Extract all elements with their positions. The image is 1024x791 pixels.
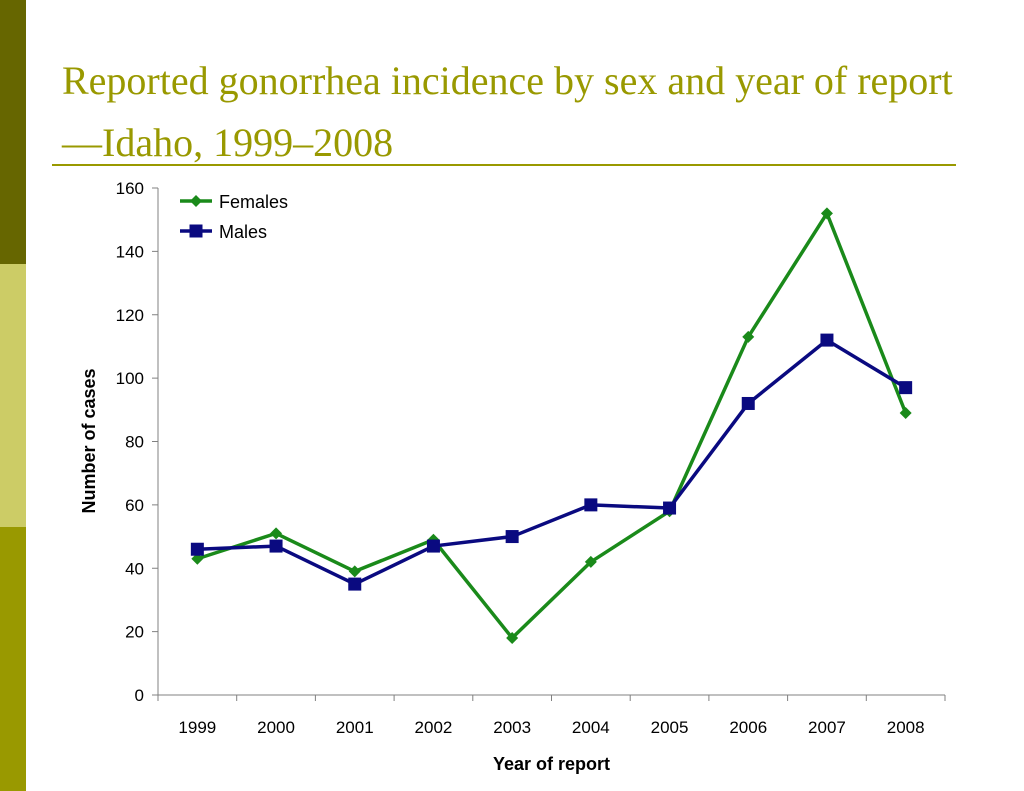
y-tick-label: 140: [116, 242, 144, 261]
females-data-point: [348, 565, 361, 578]
sidebar-band-dark: [0, 0, 26, 264]
males-data-point: [584, 498, 598, 512]
y-tick-label: 60: [125, 496, 144, 515]
females-data-point: [270, 527, 283, 540]
males-data-point: [190, 542, 204, 556]
y-tick-label: 160: [116, 179, 144, 198]
x-tick-label: 2004: [572, 718, 610, 737]
y-axis-title: Number of cases: [79, 368, 99, 513]
y-tick-label: 20: [125, 623, 144, 642]
females-data-point: [820, 207, 833, 220]
y-tick-label: 100: [116, 369, 144, 388]
females-data-point: [899, 406, 912, 419]
x-tick-label: 2006: [729, 718, 767, 737]
males-data-point: [899, 381, 913, 395]
x-tick-label: 2001: [336, 718, 374, 737]
sidebar-band-light: [0, 264, 26, 527]
x-tick-label: 2003: [493, 718, 531, 737]
y-tick-label: 0: [135, 686, 144, 705]
sidebar-band-mid: [0, 527, 26, 791]
females-data-point: [191, 552, 204, 565]
x-tick-label: 2008: [887, 718, 925, 737]
males-data-point: [269, 539, 283, 553]
males-data-point: [663, 501, 677, 515]
x-tick-label: 2007: [808, 718, 846, 737]
x-tick-label: 2002: [415, 718, 453, 737]
females-data-point: [742, 330, 755, 343]
males-legend-label: Males: [219, 222, 267, 242]
males-data-point: [348, 577, 362, 591]
x-tick-label: 1999: [178, 718, 216, 737]
slide-title: Reported gonorrhea incidence by sex and …: [62, 58, 953, 165]
sidebar-accent: [0, 0, 26, 791]
x-tick-label: 2000: [257, 718, 295, 737]
males-data-point: [426, 539, 440, 553]
males-data-point: [505, 530, 519, 544]
y-tick-label: 120: [116, 306, 144, 325]
males-data-point: [820, 333, 834, 347]
females-data-point: [584, 555, 597, 568]
females-legend-marker: [190, 195, 202, 207]
males-data-point: [741, 396, 755, 410]
x-tick-label: 2005: [651, 718, 689, 737]
males-series-line: [197, 338, 907, 586]
x-axis-title: Year of report: [493, 754, 610, 774]
y-tick-label: 80: [125, 433, 144, 452]
females-legend-label: Females: [219, 192, 288, 212]
males-legend-marker: [189, 224, 203, 238]
title-divider: [52, 164, 956, 166]
y-tick-label: 40: [125, 559, 144, 578]
females-data-point: [506, 631, 519, 644]
females-series-line: [196, 211, 908, 640]
